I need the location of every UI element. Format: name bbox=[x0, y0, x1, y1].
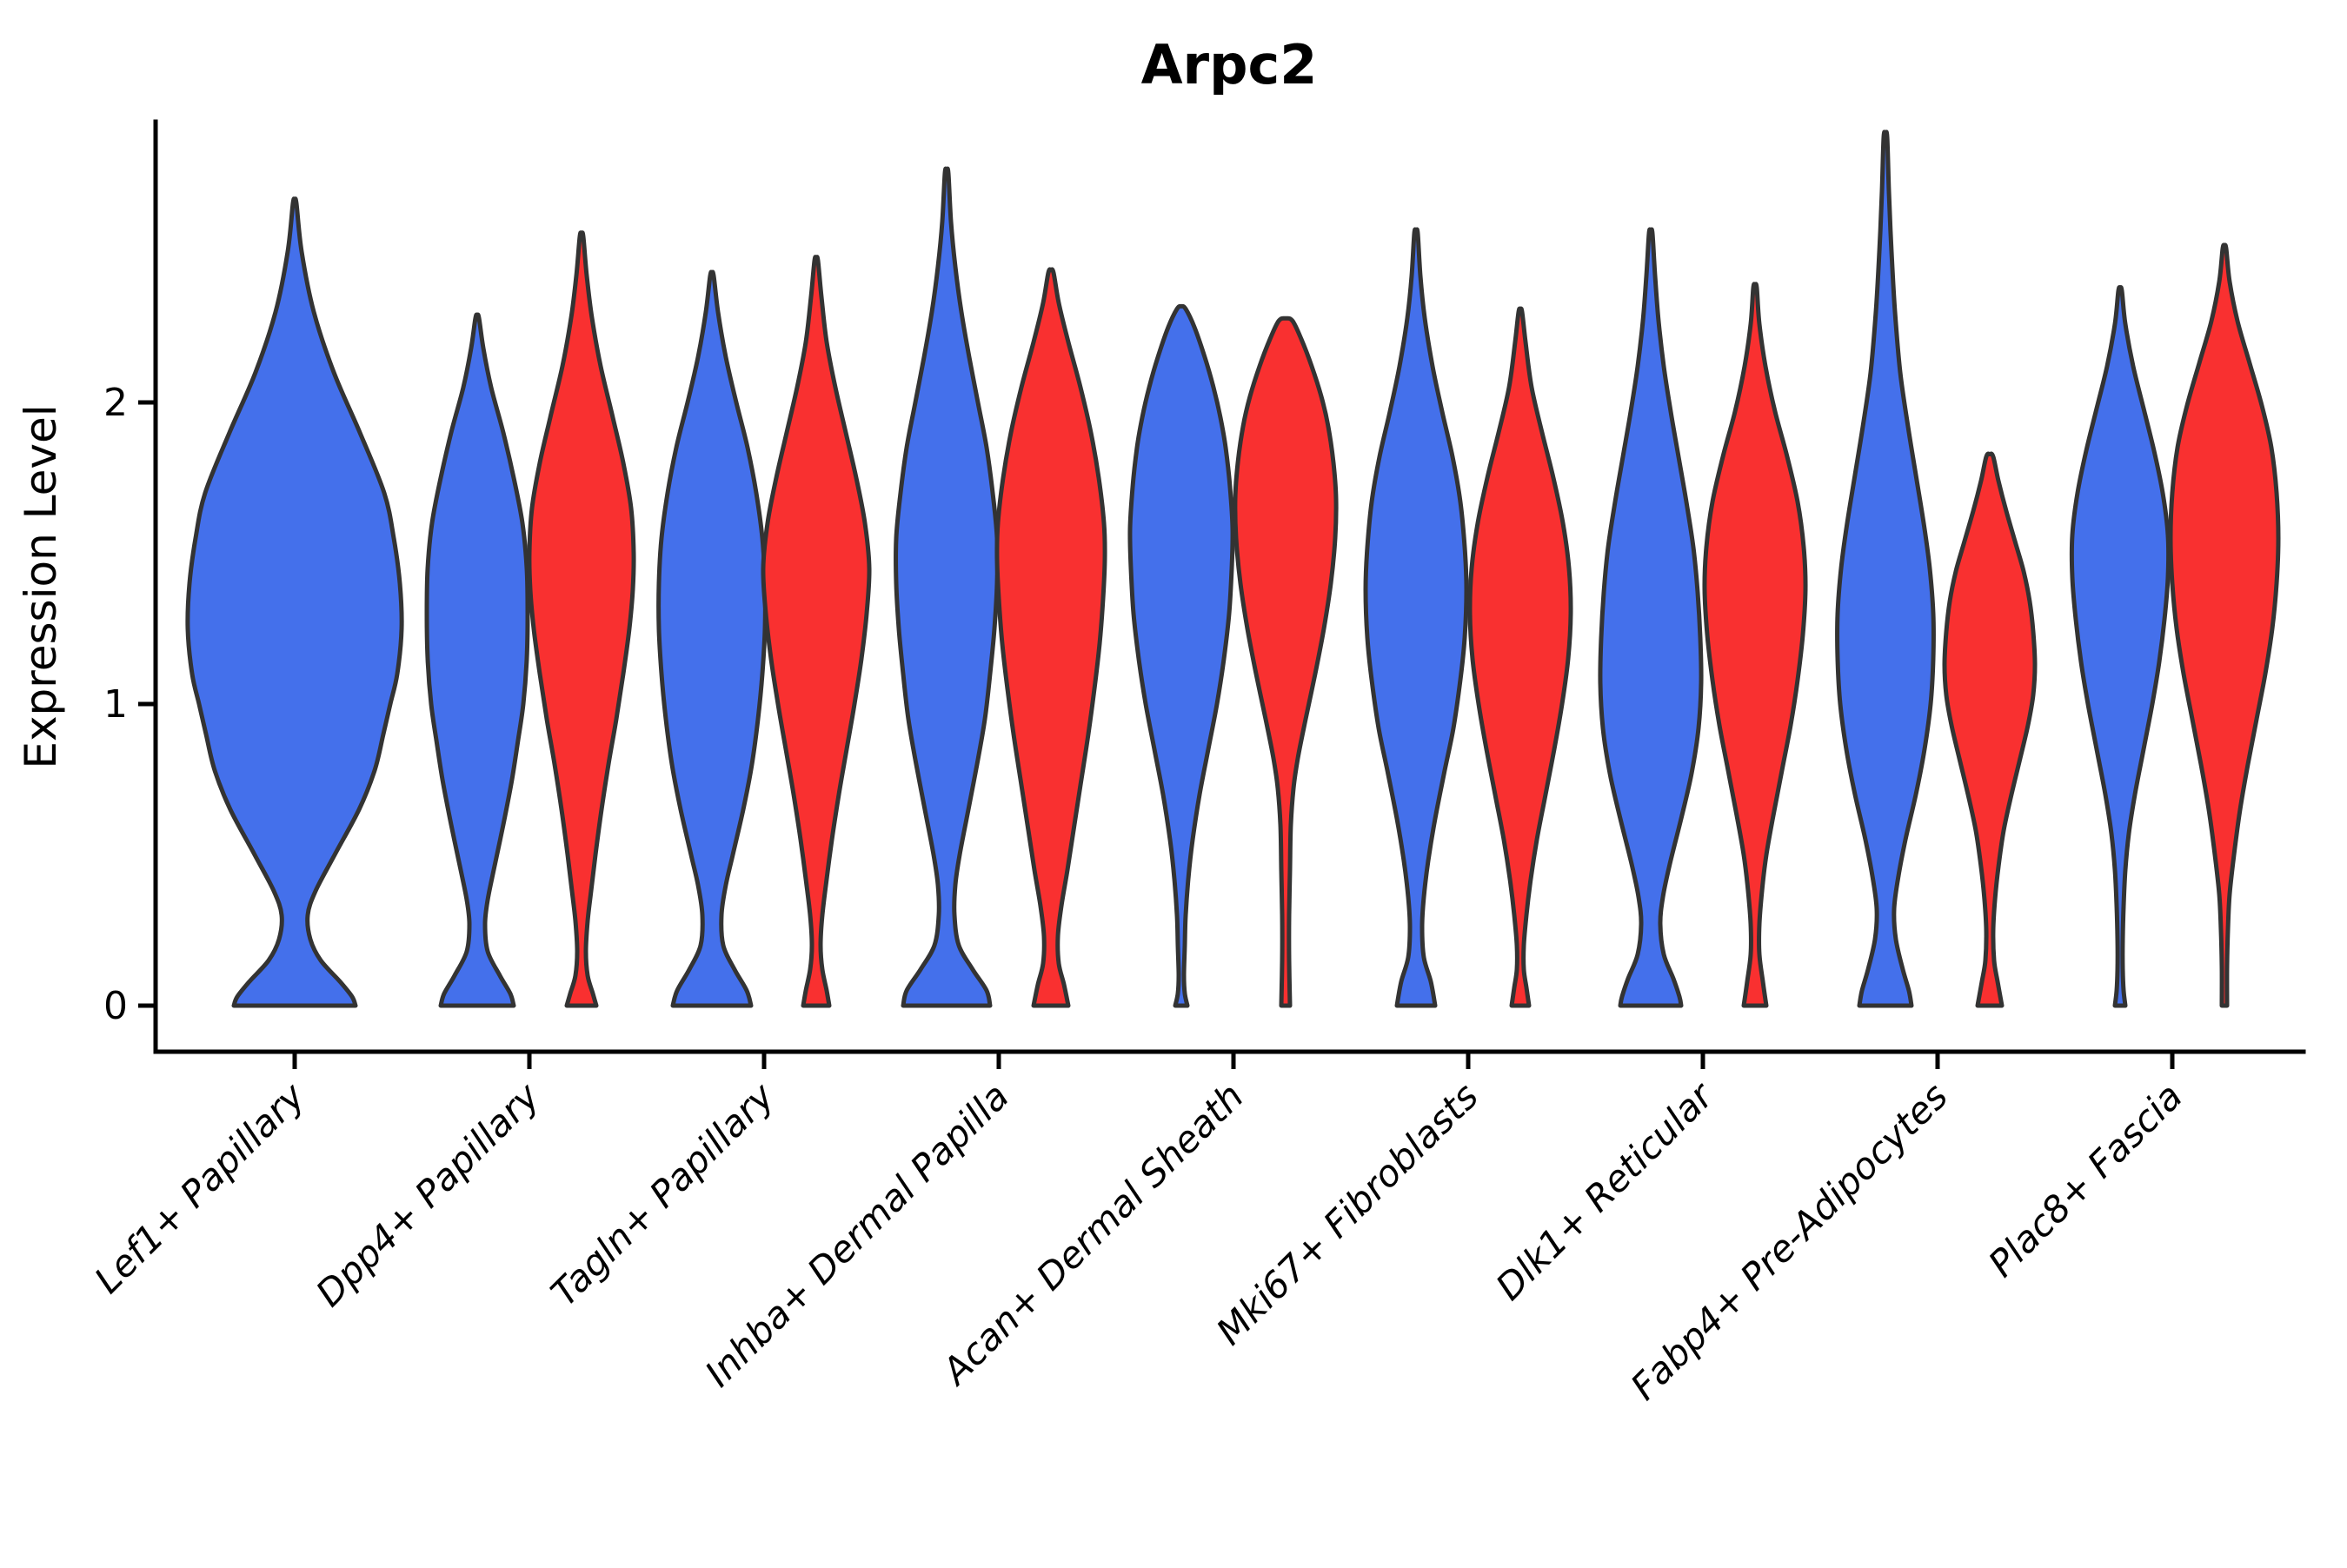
x-tick-label-dlk1-reticular: Dlk1+ Reticular bbox=[1487, 1073, 1723, 1308]
violin-inhba-dermal-papilla-blue bbox=[894, 166, 1000, 1008]
violin-mki67-fibroblasts-blue bbox=[1363, 227, 1469, 1008]
violin-acan-dermal-sheath-red bbox=[1233, 316, 1339, 1008]
axes-layer bbox=[153, 119, 2306, 1054]
violin-fabp4-pre-adipocytes-blue bbox=[1835, 130, 1936, 1008]
x-tick-label-tagln-papillary: Tagln+ Papillary bbox=[542, 1074, 783, 1315]
x-tick-label-dpp4-papillary: Dpp4+ Papillary bbox=[308, 1074, 549, 1315]
y-axis-ticks: 0 1 2 bbox=[103, 381, 156, 1028]
x-tick-label-mki67-fibroblasts: Mki67+ Fibroblasts bbox=[1208, 1074, 1486, 1352]
y-tick-label-0: 0 bbox=[103, 984, 128, 1028]
violin-plac8-fascia-red bbox=[2168, 243, 2281, 1008]
x-tick-label-plac8-fascia: Plac8+ Fascia bbox=[1980, 1074, 2191, 1285]
violin-acan-dermal-sheath-blue bbox=[1127, 303, 1235, 1008]
chart-title: Arpc2 bbox=[1141, 33, 1318, 96]
y-tick-label-1: 1 bbox=[103, 682, 128, 727]
violin-plac8-fascia-blue bbox=[2069, 285, 2171, 1008]
x-tick-label-lef1-papillary: Lef1+ Papillary bbox=[86, 1074, 314, 1302]
violin-dlk1-reticular-blue bbox=[1598, 227, 1704, 1008]
violin-tagln-papillary-blue bbox=[656, 269, 768, 1008]
violin-tagln-papillary-red bbox=[761, 255, 872, 1008]
y-tick-label-2: 2 bbox=[103, 381, 128, 425]
violin-dlk1-reticular-red bbox=[1702, 282, 1808, 1008]
y-axis-label: Expression Level bbox=[16, 404, 66, 768]
violin-lef1-papillary-blue bbox=[185, 196, 404, 1008]
violin-fabp4-pre-adipocytes-red bbox=[1942, 451, 2038, 1008]
violin-dpp4-papillary-red bbox=[527, 230, 636, 1008]
violin-dpp4-papillary-blue bbox=[424, 312, 530, 1008]
violin-mki67-fibroblasts-red bbox=[1467, 306, 1573, 1008]
violins-layer bbox=[185, 130, 2281, 1008]
violin-inhba-dermal-papilla-red bbox=[994, 267, 1107, 1008]
